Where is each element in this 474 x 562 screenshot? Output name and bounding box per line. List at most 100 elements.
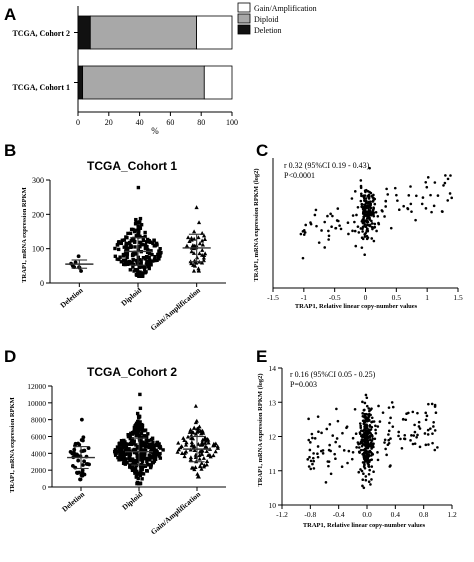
data-point <box>121 441 125 446</box>
data-point <box>215 444 220 449</box>
data-point <box>359 199 363 203</box>
data-point <box>121 258 126 262</box>
x-category-label: Diploid <box>119 285 144 308</box>
data-point <box>153 254 157 259</box>
data-point <box>321 452 325 455</box>
data-point <box>431 432 434 435</box>
data-point <box>126 433 130 437</box>
data-point <box>331 434 335 437</box>
panel-c-scatter-plot: TRAP1, mRNA expression RPKM (log2) TRAP1… <box>253 158 463 310</box>
legend-label-gain: Gain/Amplification <box>254 4 317 13</box>
data-point <box>136 453 140 458</box>
data-point <box>201 255 206 260</box>
data-point <box>139 265 144 269</box>
data-point <box>140 459 145 464</box>
data-point <box>418 445 422 449</box>
data-point <box>192 229 197 234</box>
data-point <box>429 427 432 430</box>
data-point <box>362 408 366 412</box>
data-point <box>131 253 136 257</box>
data-point <box>364 430 367 434</box>
y-tick-label: 13 <box>269 398 277 407</box>
data-point <box>158 456 163 460</box>
chart-title-d: TCGA_Cohort 2 <box>87 365 177 379</box>
data-point <box>426 176 430 179</box>
data-point <box>387 433 390 436</box>
data-point <box>158 247 162 251</box>
data-point <box>363 416 367 419</box>
data-point <box>311 436 314 440</box>
data-point <box>196 266 201 271</box>
data-point <box>374 210 378 214</box>
data-point <box>126 231 130 236</box>
data-point <box>340 465 344 468</box>
data-point <box>120 238 125 242</box>
data-point <box>303 231 307 234</box>
bar-deletion-cohort1 <box>77 65 84 100</box>
data-point <box>153 457 157 461</box>
data-point <box>421 196 425 199</box>
data-point <box>353 220 356 224</box>
data-point <box>299 232 303 236</box>
data-point <box>133 467 138 471</box>
data-point <box>367 428 370 431</box>
data-point <box>388 421 391 425</box>
y-tick-label: 10000 <box>27 399 46 408</box>
data-point <box>390 401 394 404</box>
data-point <box>347 232 350 236</box>
data-point <box>411 410 415 414</box>
data-point <box>189 249 194 254</box>
data-point <box>135 259 139 263</box>
data-point <box>128 436 132 441</box>
data-point <box>182 454 187 459</box>
data-point <box>389 437 392 440</box>
data-point <box>368 412 371 416</box>
data-point <box>133 462 138 466</box>
data-point <box>409 439 412 442</box>
data-point <box>375 229 378 233</box>
data-point <box>370 425 374 429</box>
data-point <box>376 458 380 462</box>
data-point <box>200 252 205 257</box>
data-point <box>399 437 402 441</box>
data-point <box>138 426 143 431</box>
data-point <box>123 440 127 444</box>
data-point <box>400 446 404 450</box>
data-point <box>448 192 452 195</box>
data-point <box>134 234 139 238</box>
data-point <box>311 456 315 460</box>
data-point <box>432 420 435 424</box>
data-point <box>371 210 375 214</box>
y-tick-label: 14 <box>269 364 277 373</box>
data-point <box>364 475 368 478</box>
data-point <box>363 401 367 405</box>
data-point <box>307 417 310 421</box>
data-point <box>373 437 377 441</box>
data-point <box>342 449 346 452</box>
data-point <box>364 205 368 208</box>
data-point <box>129 431 133 436</box>
data-point <box>376 215 380 218</box>
x-tick-label: 1.5 <box>453 293 463 302</box>
category-label-cohort1: TCGA, Cohort 1 <box>12 83 70 92</box>
data-point <box>430 402 434 406</box>
x-axis-label: % <box>151 126 159 136</box>
data-point <box>134 423 138 427</box>
data-point <box>316 455 320 459</box>
data-point <box>128 442 132 446</box>
data-point <box>434 411 438 415</box>
data-point <box>308 455 311 459</box>
data-point <box>361 448 365 452</box>
data-point <box>135 273 139 278</box>
data-point <box>84 462 89 466</box>
data-point <box>424 180 428 184</box>
data-point <box>191 251 197 255</box>
data-point <box>200 238 205 243</box>
data-point <box>81 435 86 440</box>
data-point <box>144 244 148 248</box>
data-point <box>449 174 452 177</box>
data-point <box>361 237 365 241</box>
data-point <box>141 454 145 458</box>
data-point <box>184 440 189 445</box>
data-point <box>365 220 369 224</box>
